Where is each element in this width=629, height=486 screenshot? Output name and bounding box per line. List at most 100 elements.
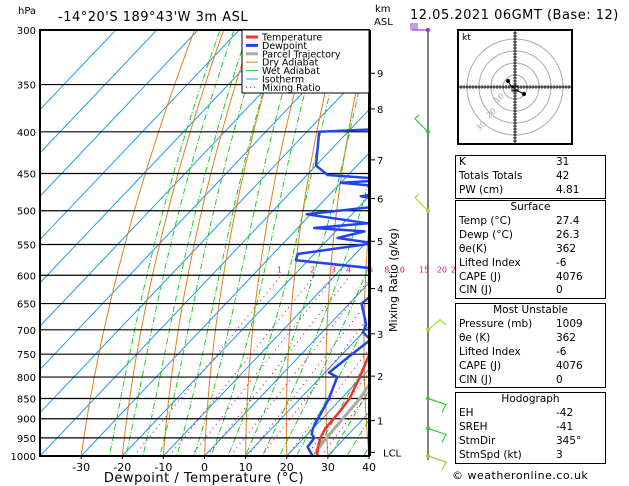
y-tick-label: 1000 bbox=[11, 452, 36, 463]
index-value: 362 bbox=[556, 331, 577, 344]
legend-label: Dry Adiabat bbox=[262, 58, 319, 69]
km-tick-label: 2 bbox=[377, 372, 383, 383]
y-tick-label: 800 bbox=[17, 373, 36, 384]
index-row: θe (K) 362 bbox=[456, 332, 605, 346]
indices-surface-table: Surface Temp (°C) 27.4 Dewp (°C) 26.3 θe(K) 3… bbox=[455, 200, 606, 300]
x-tick-label: 30 bbox=[321, 461, 335, 474]
isotherm-line bbox=[40, 30, 281, 284]
x-axis-label: Dewpoint / Temperature (°C) bbox=[104, 471, 304, 486]
y-tick-label: 900 bbox=[17, 415, 36, 426]
hodograph-header: Hodograph bbox=[501, 393, 560, 405]
legend-label: Parcel Trajectory bbox=[262, 49, 341, 60]
index-value: -41 bbox=[556, 420, 574, 433]
indices-hodograph-table: Hodograph EH -42 SREH -41 StmDir 345° StmSpd (… bbox=[455, 392, 606, 464]
index-label: Dewp (°C) bbox=[459, 228, 513, 241]
y-tick-label: 550 bbox=[17, 240, 36, 251]
index-value: -6 bbox=[556, 345, 567, 358]
index-value: 0 bbox=[556, 284, 563, 297]
dewpoint-profile bbox=[294, 128, 369, 456]
index-label: Lifted Index bbox=[459, 345, 521, 358]
legend-label: Wet Adiabat bbox=[262, 66, 320, 77]
wet-adiabat-line bbox=[108, 30, 221, 456]
km-tick-label: 9 bbox=[377, 69, 383, 80]
mixing-ratio-line bbox=[286, 348, 369, 456]
wet-adiabat-line bbox=[210, 30, 322, 456]
index-value: -42 bbox=[556, 406, 574, 419]
parcel-trajectory-profile bbox=[315, 382, 369, 456]
isotherm-line bbox=[40, 30, 117, 111]
legend-label: Isotherm bbox=[262, 75, 304, 86]
isotherm-line bbox=[286, 368, 369, 456]
temperature-profile bbox=[315, 351, 369, 456]
mixing-ratio-label: 8 bbox=[384, 265, 389, 274]
isotherm-line bbox=[40, 30, 158, 154]
y-tick-label: 350 bbox=[17, 81, 36, 92]
x-tick-label: -20 bbox=[113, 461, 131, 474]
index-label: CIN (J) bbox=[459, 284, 492, 297]
x-tick-label: 20 bbox=[280, 461, 294, 474]
wet-adiabat-line bbox=[125, 30, 235, 456]
index-label: θe(K) bbox=[459, 242, 487, 255]
index-row: Temp (°C) 27.4 bbox=[456, 215, 605, 229]
y2-axis-label: Mixing Ratio (g/kg) bbox=[387, 228, 400, 332]
index-label: StmSpd (kt) bbox=[459, 448, 522, 461]
wet-adiabat-line bbox=[295, 316, 369, 456]
index-label: CAPE (J) bbox=[459, 270, 502, 283]
wind-barb bbox=[410, 23, 430, 32]
mixing-ratio-label: 3 bbox=[331, 265, 336, 274]
index-label: SREH bbox=[459, 420, 488, 433]
wind-barb bbox=[426, 454, 447, 471]
index-row: Pressure (mb) 1009 bbox=[456, 318, 605, 332]
mixing-ratio-line bbox=[247, 299, 369, 456]
wind-barb bbox=[426, 426, 447, 443]
x-tick-label: 10 bbox=[239, 461, 253, 474]
hodograph-point bbox=[506, 79, 510, 83]
index-label: CIN (J) bbox=[459, 373, 492, 386]
index-label: Totals Totals bbox=[459, 169, 523, 182]
index-value: 0 bbox=[556, 373, 563, 386]
mixing-ratio-line bbox=[206, 274, 351, 456]
index-value: 27.4 bbox=[556, 214, 580, 227]
height-unit-km: km bbox=[375, 4, 391, 15]
isotherm-line bbox=[40, 30, 199, 197]
index-row: SREH -41 bbox=[456, 421, 605, 435]
index-value: 3 bbox=[556, 448, 563, 461]
height-unit-asl: ASL bbox=[374, 17, 393, 28]
wind-barb-staff bbox=[427, 397, 447, 413]
x-tick-label: 0 bbox=[201, 461, 208, 474]
index-value: -6 bbox=[556, 256, 567, 269]
hodograph-unit: kt bbox=[462, 33, 471, 43]
datetime-title: 12.05.2021 06GMT (Base: 12) bbox=[410, 8, 619, 23]
dry-adiabat-line bbox=[203, 30, 283, 456]
wet-adiabat-line bbox=[261, 179, 369, 456]
wind-barb-staff bbox=[427, 319, 447, 331]
indices-most-unstable-table: Most Unstable Pressure (mb) 1009 θe (K) 362… bbox=[455, 303, 606, 389]
index-row-k: K 31 bbox=[456, 156, 605, 170]
surface-header: Surface bbox=[510, 201, 551, 213]
legend-box bbox=[241, 29, 370, 94]
y-tick-label: 400 bbox=[17, 128, 36, 139]
mixing-ratio-line bbox=[320, 391, 369, 456]
mixing-ratio-label: 1 bbox=[277, 265, 282, 274]
y-tick-label: 850 bbox=[17, 394, 36, 405]
index-row: Lifted Index -6 bbox=[456, 346, 605, 360]
wind-barb-staff bbox=[427, 427, 447, 443]
km-tick-label: 8 bbox=[377, 105, 383, 116]
location-title: -14°20'S 189°43'W 3m ASL bbox=[58, 10, 249, 25]
x-tick-label: -30 bbox=[72, 461, 90, 474]
km-tick-label: LCL bbox=[383, 448, 402, 459]
km-tick-label: 3 bbox=[377, 330, 383, 341]
index-value: 345° bbox=[556, 434, 582, 447]
y-tick-label: 600 bbox=[17, 271, 36, 282]
hodograph-trace bbox=[507, 80, 525, 95]
mixing-ratio-label: 10 bbox=[395, 265, 405, 274]
index-row: CAPE (J) 4076 bbox=[456, 360, 605, 374]
km-tick-label: 1 bbox=[377, 417, 383, 428]
km-tick-label: 5 bbox=[377, 237, 383, 248]
index-label: Pressure (mb) bbox=[459, 317, 533, 330]
mixing-ratio-line bbox=[261, 316, 369, 456]
dry-adiabat-line bbox=[80, 30, 196, 456]
index-value: 42 bbox=[556, 169, 570, 182]
legend-label: Dewpoint bbox=[262, 41, 307, 52]
index-row-pw: PW (cm) 4.81 bbox=[456, 184, 605, 198]
